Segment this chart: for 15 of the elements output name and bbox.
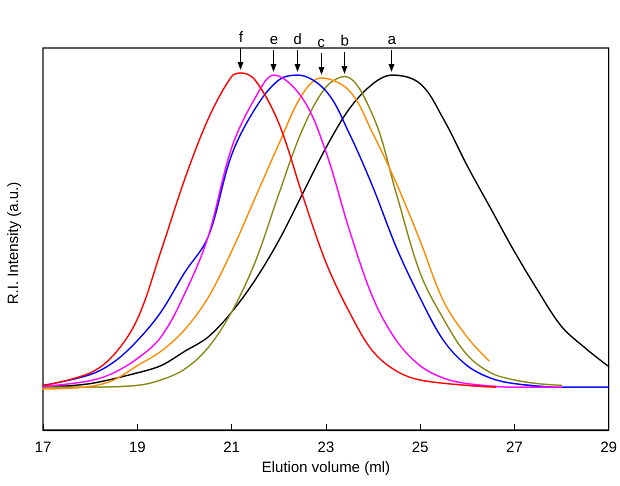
x-tick-label: 21 [223, 439, 240, 456]
x-tick-label: 25 [412, 439, 428, 456]
x-tick-label: 29 [600, 439, 617, 456]
series-label: e [270, 31, 278, 48]
x-tick-label: 23 [317, 439, 334, 456]
y-axis-title: R.I. Intensity (a.u.) [5, 182, 22, 304]
series-label: d [293, 31, 302, 48]
series-label: f [238, 28, 244, 46]
series-label: a [388, 31, 397, 48]
x-tick-label: 19 [128, 439, 146, 456]
x-tick-label: 17 [34, 439, 52, 456]
series-label: c [317, 34, 326, 51]
x-tick-label: 27 [506, 439, 523, 456]
x-axis-title: Elution volume (ml) [262, 459, 390, 476]
series-label: b [340, 32, 349, 50]
